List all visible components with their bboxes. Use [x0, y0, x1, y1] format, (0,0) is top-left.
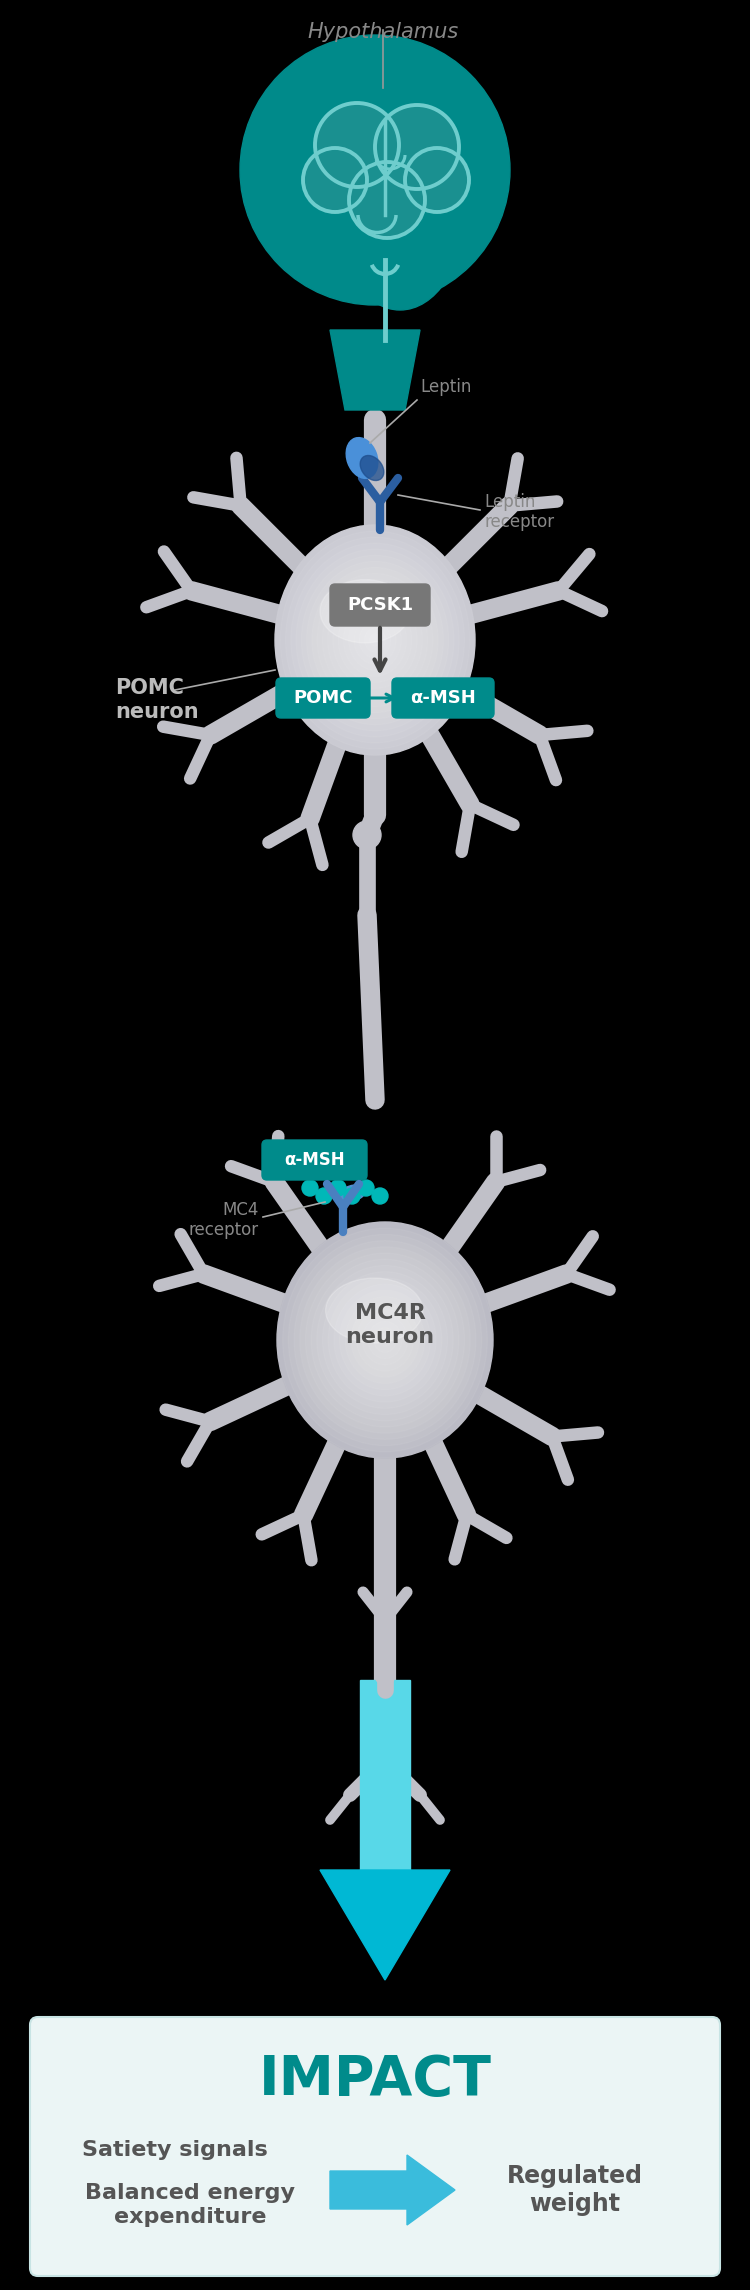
- Ellipse shape: [368, 1321, 402, 1358]
- Ellipse shape: [333, 591, 417, 689]
- Text: Hypothalamus: Hypothalamus: [308, 23, 458, 41]
- Text: α-MSH: α-MSH: [410, 689, 476, 708]
- Ellipse shape: [288, 1234, 482, 1445]
- Ellipse shape: [294, 1241, 476, 1440]
- Circle shape: [315, 103, 399, 188]
- Text: Regulated
weight: Regulated weight: [507, 2164, 643, 2217]
- Circle shape: [375, 1665, 395, 1685]
- Ellipse shape: [351, 1303, 419, 1376]
- Text: POMC: POMC: [293, 689, 352, 708]
- Ellipse shape: [240, 34, 510, 305]
- Ellipse shape: [312, 568, 438, 712]
- Ellipse shape: [356, 1310, 413, 1372]
- Ellipse shape: [374, 1328, 396, 1353]
- Ellipse shape: [338, 598, 412, 682]
- Text: α-MSH: α-MSH: [285, 1152, 345, 1168]
- FancyBboxPatch shape: [330, 584, 430, 625]
- Polygon shape: [320, 1871, 450, 1981]
- FancyArrow shape: [330, 2155, 455, 2226]
- Text: IMPACT: IMPACT: [259, 2054, 491, 2107]
- Ellipse shape: [364, 627, 386, 653]
- Circle shape: [373, 1743, 397, 1768]
- Text: Leptin: Leptin: [420, 378, 471, 396]
- Text: PCSK1: PCSK1: [347, 595, 413, 614]
- Text: MC4
receptor: MC4 receptor: [189, 1200, 259, 1239]
- Ellipse shape: [322, 1271, 448, 1408]
- Ellipse shape: [322, 579, 428, 701]
- Text: Satiety signals: Satiety signals: [82, 2139, 268, 2159]
- Ellipse shape: [360, 456, 384, 481]
- FancyBboxPatch shape: [276, 678, 370, 719]
- Ellipse shape: [275, 524, 475, 756]
- Ellipse shape: [346, 437, 378, 479]
- Ellipse shape: [283, 1227, 488, 1452]
- Circle shape: [330, 1179, 346, 1195]
- Ellipse shape: [300, 1246, 470, 1434]
- Ellipse shape: [326, 1278, 423, 1342]
- Ellipse shape: [307, 561, 443, 719]
- Circle shape: [358, 1179, 374, 1195]
- Polygon shape: [360, 1681, 410, 1871]
- Ellipse shape: [359, 623, 391, 657]
- Polygon shape: [330, 330, 420, 410]
- Ellipse shape: [316, 1266, 453, 1415]
- Text: POMC
neuron: POMC neuron: [115, 678, 199, 721]
- Text: MC4R
neuron: MC4R neuron: [346, 1303, 434, 1347]
- Ellipse shape: [320, 579, 410, 643]
- Ellipse shape: [336, 1184, 366, 1202]
- FancyBboxPatch shape: [392, 678, 494, 719]
- Ellipse shape: [280, 531, 470, 749]
- Ellipse shape: [328, 586, 422, 694]
- Ellipse shape: [345, 1296, 424, 1383]
- Ellipse shape: [296, 550, 454, 731]
- Circle shape: [316, 1189, 332, 1205]
- Ellipse shape: [277, 1223, 493, 1459]
- Circle shape: [375, 105, 459, 190]
- FancyBboxPatch shape: [30, 2017, 720, 2276]
- Ellipse shape: [354, 616, 396, 664]
- Ellipse shape: [370, 634, 380, 646]
- Circle shape: [303, 149, 367, 213]
- Ellipse shape: [344, 605, 406, 676]
- Ellipse shape: [311, 1260, 459, 1420]
- Ellipse shape: [349, 609, 401, 671]
- Ellipse shape: [362, 1314, 408, 1365]
- FancyBboxPatch shape: [262, 1140, 367, 1179]
- Ellipse shape: [328, 1278, 442, 1401]
- Ellipse shape: [291, 543, 459, 737]
- Ellipse shape: [302, 554, 448, 724]
- Ellipse shape: [275, 524, 475, 756]
- Circle shape: [349, 163, 425, 238]
- Ellipse shape: [335, 110, 465, 309]
- Ellipse shape: [380, 1333, 391, 1347]
- Text: Balanced energy
expenditure: Balanced energy expenditure: [85, 2182, 295, 2226]
- Circle shape: [302, 1179, 318, 1195]
- Circle shape: [353, 822, 381, 850]
- Ellipse shape: [340, 1289, 430, 1390]
- Text: Leptin
receptor: Leptin receptor: [484, 492, 554, 531]
- Ellipse shape: [305, 1253, 464, 1427]
- Ellipse shape: [286, 538, 464, 742]
- Ellipse shape: [334, 1285, 436, 1397]
- Ellipse shape: [317, 572, 433, 708]
- Circle shape: [372, 1189, 388, 1205]
- Circle shape: [405, 149, 469, 213]
- Ellipse shape: [277, 1223, 493, 1459]
- Circle shape: [344, 1189, 360, 1205]
